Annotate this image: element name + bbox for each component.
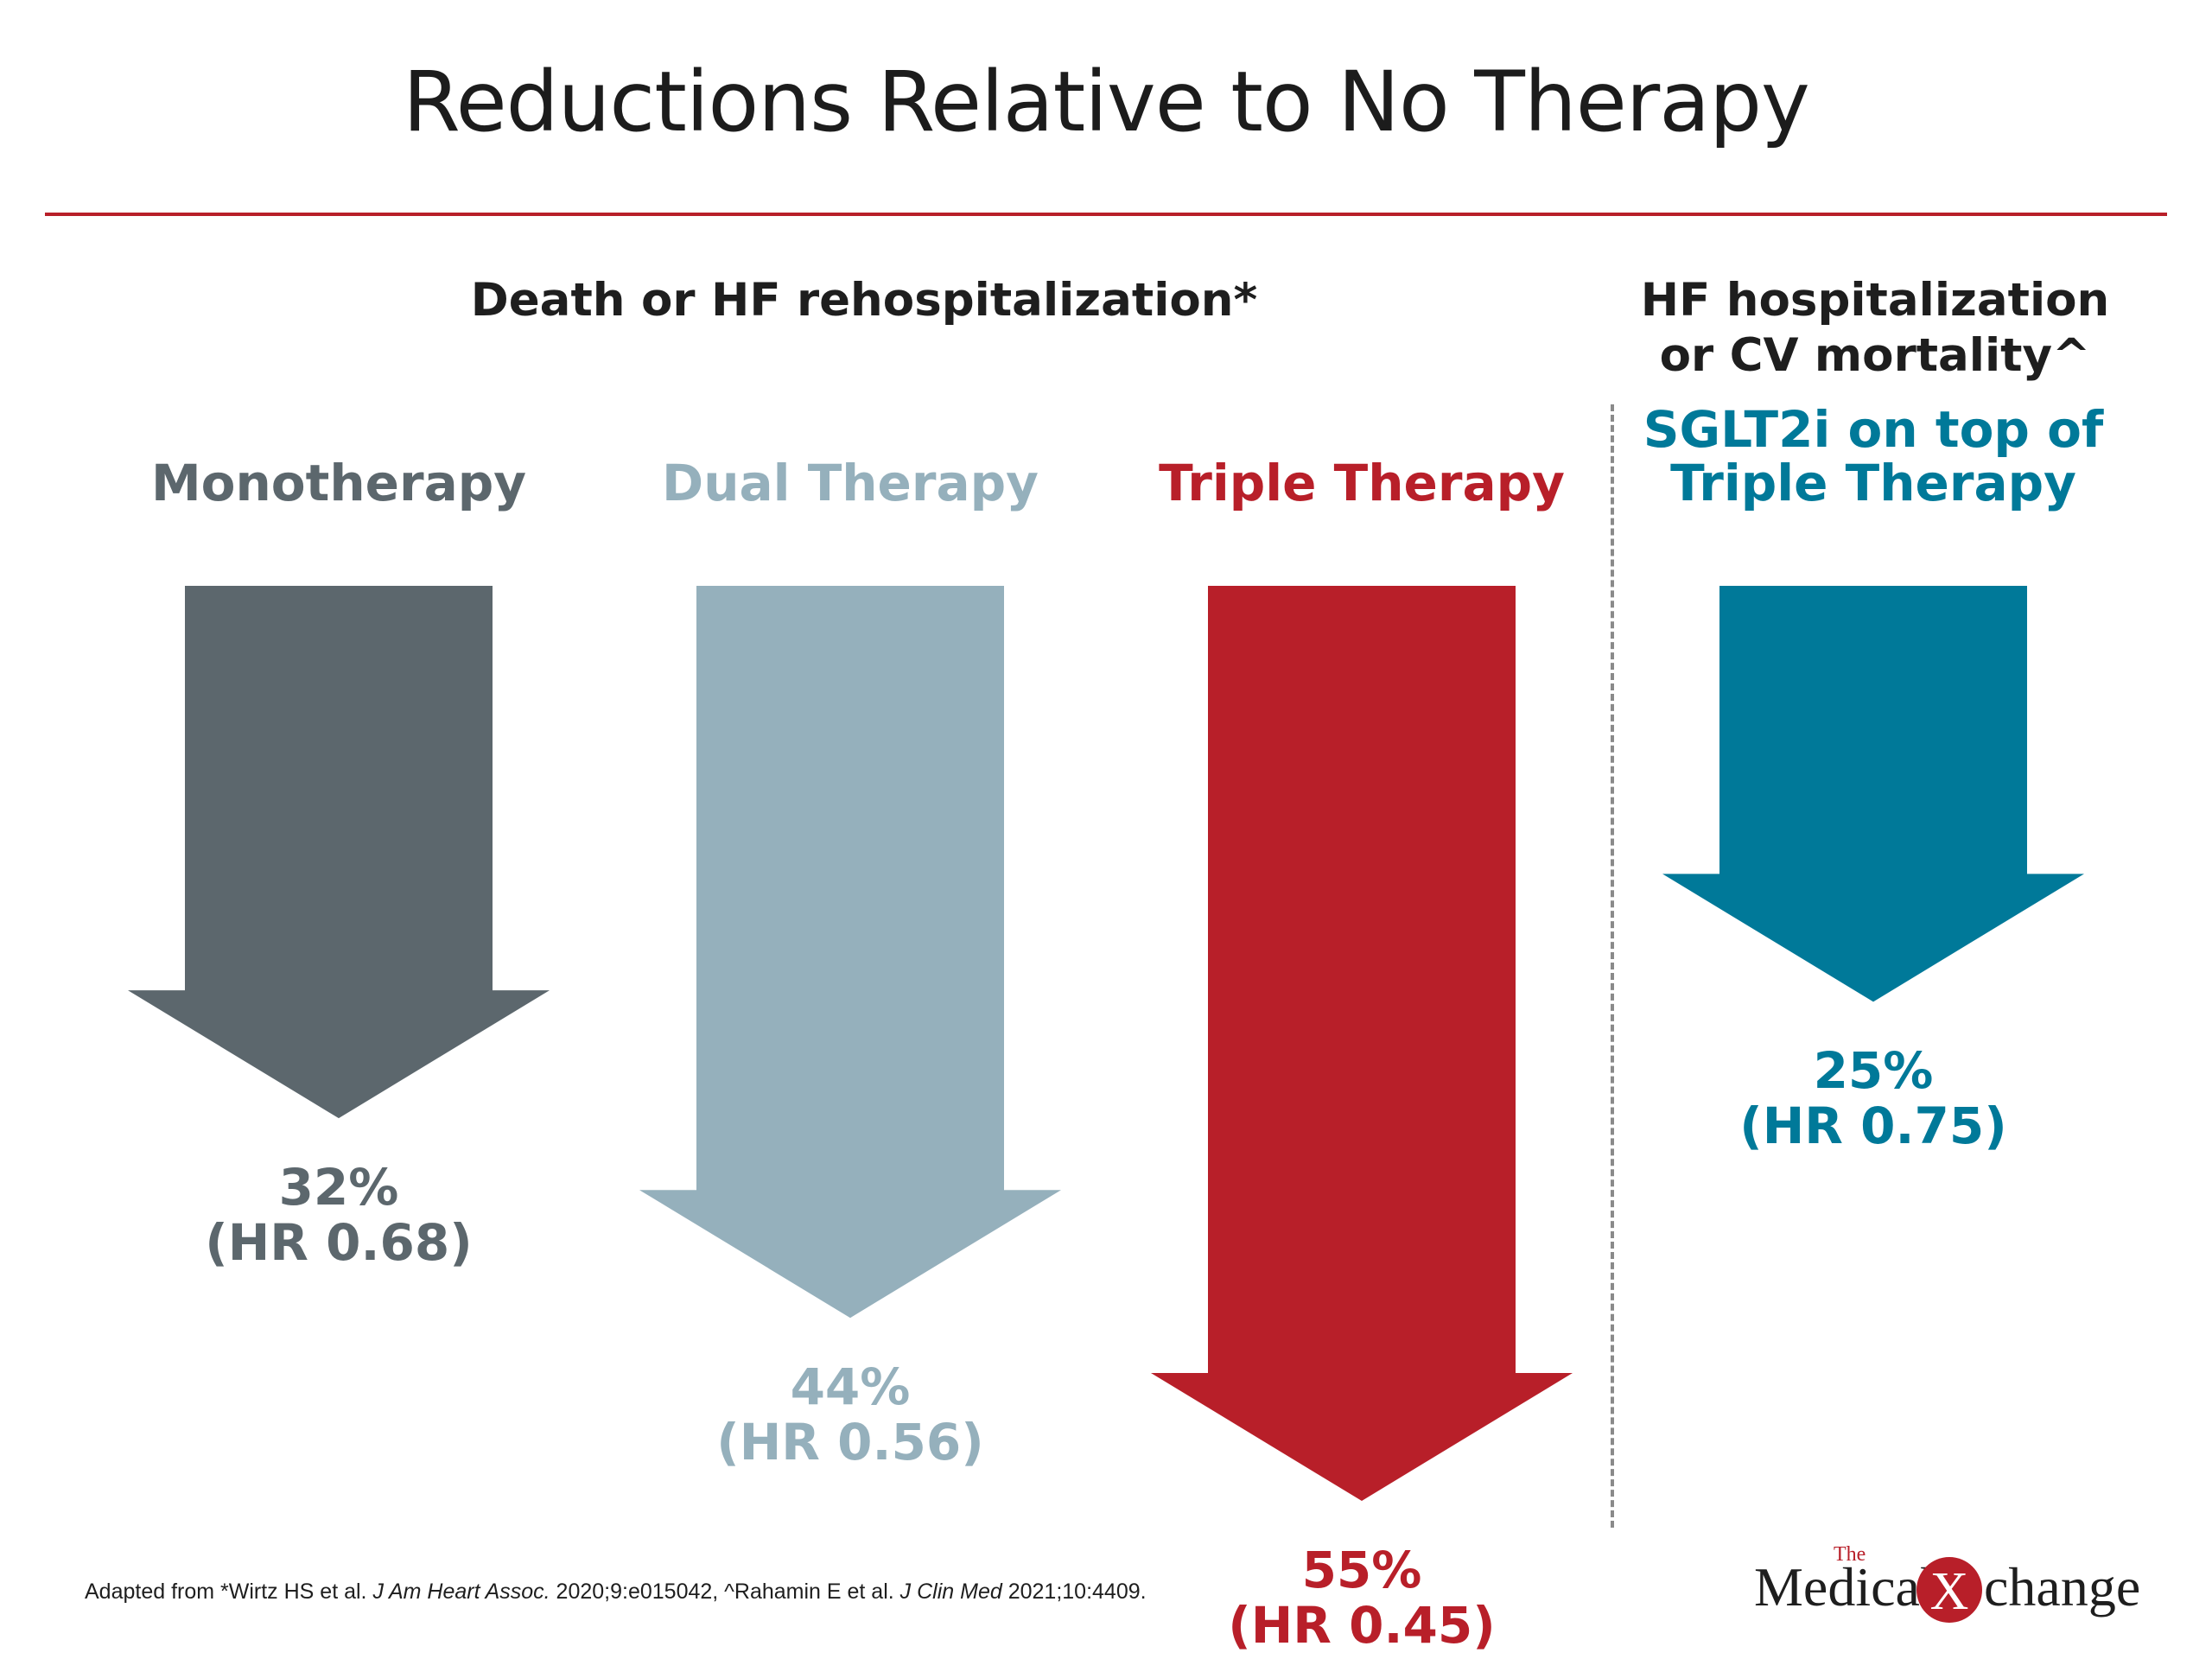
- value-percent: 32%: [278, 1158, 399, 1217]
- group-heading-death-or-rehospitalization: Death or HF rehospitalization*: [380, 273, 1348, 328]
- value-label-dual-therapy: 44% (HR 0.56): [591, 1359, 1109, 1470]
- logo-x-mark-icon: X: [1916, 1557, 1982, 1623]
- footnote: Adapted from *Wirtz HS et al. J Am Heart…: [85, 1580, 1147, 1605]
- value-percent: 25%: [1813, 1041, 1934, 1101]
- value-label-sglt2i-on-top-of-triple-therapy: 25% (HR 0.75): [1614, 1043, 2133, 1154]
- category-label-line: Triple Therapy: [1670, 454, 2076, 512]
- svg-text:X: X: [1930, 1562, 1969, 1621]
- arrow-sglt2i-on-top-of-triple-therapy: [1662, 586, 2084, 1002]
- value-label-triple-therapy: 55% (HR 0.45): [1103, 1542, 1621, 1653]
- group-heading-line-2: or CV mortality^: [1659, 329, 2091, 382]
- footnote-text-3: 2021;10:4409.: [1001, 1580, 1147, 1604]
- footnote-text-1: Adapted from *Wirtz HS et al.: [85, 1580, 373, 1604]
- value-percent: 55%: [1301, 1541, 1422, 1599]
- section-divider: [1611, 404, 1614, 1528]
- category-label-line: Triple Therapy: [1159, 454, 1565, 512]
- category-label-line: SGLT2i on top of: [1643, 400, 2104, 459]
- page-title: Reductions Relative to No Therapy: [403, 54, 1810, 150]
- value-label-monotherapy: 32% (HR 0.68): [79, 1160, 598, 1270]
- title-rule: [45, 213, 2167, 216]
- group-heading-hf-hospitalization: HF hospitalization or CV mortality^: [1590, 273, 2160, 384]
- value-hazard-ratio: (HR 0.56): [716, 1413, 984, 1472]
- value-hazard-ratio: (HR 0.75): [1739, 1096, 2007, 1156]
- footnote-text-2: 2020;9:e015042, ^Rahamin E et al.: [550, 1580, 900, 1604]
- category-label-monotherapy: Monotherapy: [79, 456, 598, 510]
- category-label-line: Monotherapy: [150, 454, 527, 512]
- logo-the: The: [1834, 1543, 1866, 1566]
- arrow-dual-therapy: [639, 586, 1061, 1319]
- group-heading-line-1: HF hospitalization: [1640, 274, 2110, 327]
- category-label-triple-therapy: Triple Therapy: [1103, 456, 1621, 510]
- footnote-journal-2: J Clin Med: [899, 1580, 1002, 1604]
- category-label-line: Dual Therapy: [662, 454, 1039, 512]
- group-heading-text: Death or HF rehospitalization*: [470, 274, 1258, 327]
- arrow-monotherapy: [128, 586, 550, 1119]
- value-hazard-ratio: (HR 0.68): [205, 1213, 473, 1273]
- medical-xchange-logo: The Medical X change: [1754, 1543, 2140, 1623]
- value-hazard-ratio: (HR 0.45): [1228, 1596, 1496, 1655]
- arrow-triple-therapy: [1151, 586, 1573, 1501]
- footnote-journal-1: J Am Heart Assoc.: [372, 1580, 550, 1604]
- category-label-dual-therapy: Dual Therapy: [591, 456, 1109, 510]
- value-percent: 44%: [790, 1357, 911, 1417]
- category-label-sglt2i-on-top-of-triple-therapy: SGLT2i on top of Triple Therapy: [1614, 403, 2133, 510]
- logo-word-medical: Medical: [1754, 1556, 1936, 1618]
- logo-word-change: change: [1984, 1556, 2141, 1618]
